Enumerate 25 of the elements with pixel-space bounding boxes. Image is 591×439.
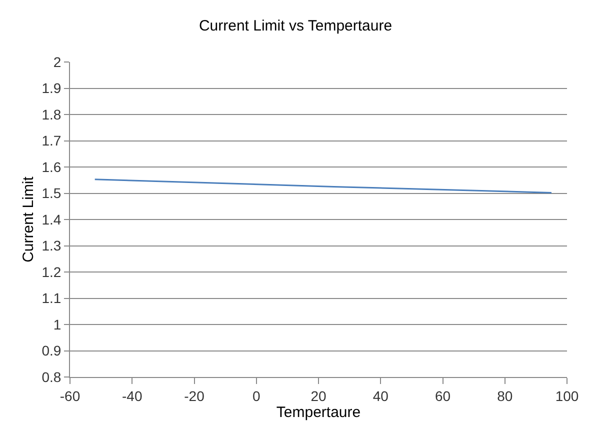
x-tick-label: 0	[252, 388, 260, 404]
y-tick-label: 2	[53, 54, 62, 70]
y-tick-label: 1.1	[42, 290, 62, 306]
y-tick-label: 1.2	[42, 264, 62, 280]
x-axis-title: Tempertaure	[276, 404, 361, 421]
x-tick-label: 20	[310, 388, 326, 404]
x-tick-label: 60	[434, 388, 451, 404]
x-tick-label: -40	[122, 388, 142, 404]
y-axis-title: Current Limit	[20, 176, 37, 262]
y-tick-label: 1.4	[42, 211, 62, 228]
y-tick-label: 1.8	[42, 106, 62, 122]
x-tick-label: 40	[372, 388, 389, 404]
y-tick-label: 1.5	[42, 185, 62, 202]
x-tick-label: 80	[497, 388, 513, 404]
y-tick-label: 1.9	[42, 80, 62, 96]
x-tick-label: -60	[60, 388, 80, 404]
y-tick-label: 0.8	[42, 368, 62, 385]
chart-title: Current Limit vs Tempertaure	[198, 17, 392, 34]
y-tick-label: 1.6	[42, 158, 62, 175]
y-tick-label: 1	[53, 316, 62, 332]
x-tick-label: 100	[555, 388, 579, 404]
y-tick-label: 1.3	[42, 238, 62, 254]
y-tick-label: 1.7	[42, 132, 62, 149]
y-tick-label: 0.9	[42, 342, 62, 359]
x-tick-label: -20	[184, 388, 205, 404]
